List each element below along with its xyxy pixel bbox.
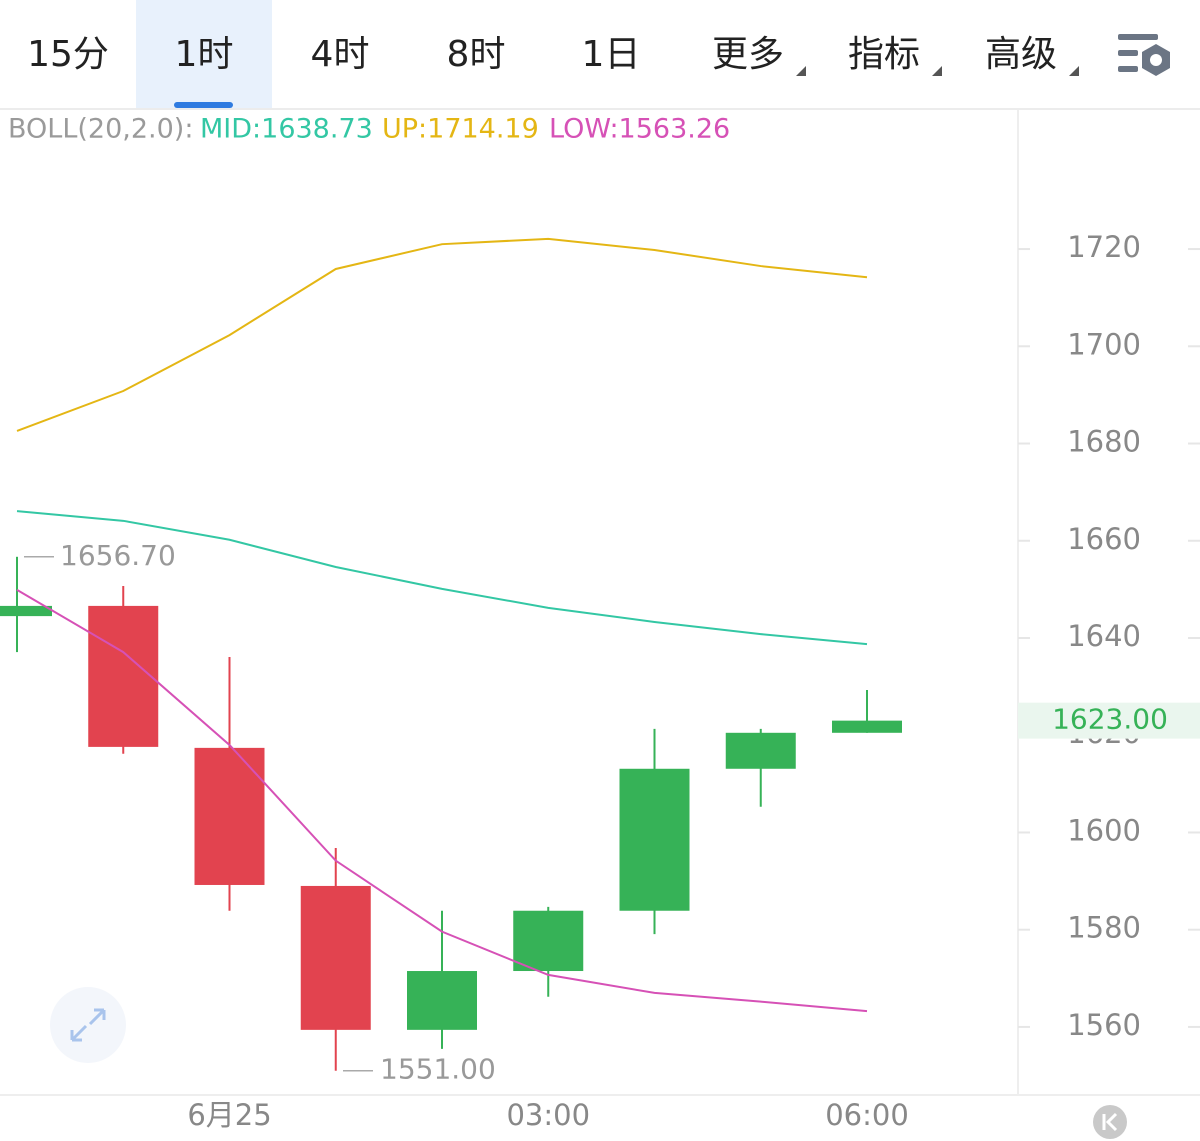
y-tick-label: 1720 bbox=[1067, 230, 1141, 264]
tab[interactable]: 15分 bbox=[27, 34, 109, 75]
candle-body bbox=[619, 768, 690, 911]
expand-button[interactable] bbox=[50, 987, 126, 1063]
candle-body bbox=[725, 732, 796, 769]
candle-body bbox=[194, 747, 265, 885]
tab[interactable]: 高级 bbox=[985, 34, 1057, 75]
tab[interactable]: 指标 bbox=[848, 34, 920, 75]
candle-body bbox=[407, 971, 477, 1030]
y-tick-label: 1660 bbox=[1067, 522, 1141, 556]
tab[interactable]: 4时 bbox=[311, 34, 370, 75]
candle-body bbox=[832, 720, 902, 733]
candle-body bbox=[300, 885, 371, 1030]
settings-icon[interactable] bbox=[1118, 34, 1170, 76]
min-label: 1551.00 bbox=[380, 1053, 496, 1086]
boll-line bbox=[16, 510, 868, 646]
indicator-legend: UP:1714.19 bbox=[382, 114, 539, 145]
expand-icon bbox=[70, 1008, 106, 1042]
x-tick-label: 03:00 bbox=[506, 1098, 590, 1132]
active-tab-underline bbox=[174, 102, 233, 108]
caret bbox=[932, 66, 942, 76]
y-tick-label: 1680 bbox=[1067, 425, 1141, 459]
active-tab-bg bbox=[136, 0, 272, 108]
candle-body bbox=[513, 910, 584, 972]
max-label: 1656.70 bbox=[60, 539, 176, 572]
indicator-legend: LOW:1563.26 bbox=[549, 114, 730, 145]
boll-line bbox=[16, 237, 868, 432]
caret bbox=[1069, 66, 1079, 76]
tab[interactable]: 8时 bbox=[447, 34, 506, 75]
caret bbox=[796, 66, 806, 76]
candle-body bbox=[88, 605, 159, 747]
y-tick-label: 1560 bbox=[1067, 1008, 1141, 1042]
y-tick-label: 1580 bbox=[1067, 911, 1141, 945]
scroll-latest-icon bbox=[1102, 1112, 1118, 1132]
indicator-legend: MID:1638.73 bbox=[200, 114, 373, 145]
price-tag bbox=[1018, 702, 1200, 739]
tab[interactable]: 更多 bbox=[712, 34, 784, 75]
dropdown-carets bbox=[796, 66, 1079, 76]
boll-line bbox=[16, 588, 868, 1013]
tab[interactable]: 1时 bbox=[175, 34, 234, 75]
x-tick-label: 6月25 bbox=[187, 1098, 271, 1132]
indicator-legend: BOLL(20,2.0): bbox=[8, 114, 193, 145]
price-tag-label: 1623.00 bbox=[1052, 703, 1168, 736]
y-tick-label: 1640 bbox=[1067, 619, 1141, 653]
y-tick-label: 1600 bbox=[1067, 813, 1141, 847]
x-tick-label: 06:00 bbox=[825, 1098, 909, 1132]
candle-body bbox=[0, 605, 52, 617]
y-tick-label: 1700 bbox=[1067, 327, 1141, 361]
tab[interactable]: 1日 bbox=[582, 34, 641, 75]
